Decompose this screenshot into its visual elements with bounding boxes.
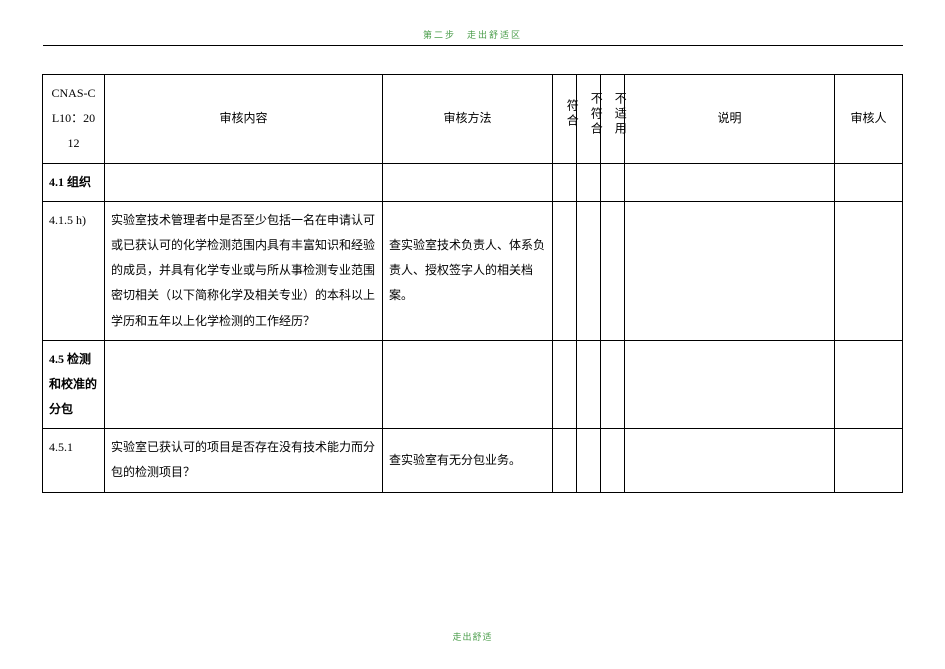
row-415h-method: 查实验室技术负责人、体系负责人、授权签字人的相关档案。 (383, 201, 553, 340)
col-method-header: 审核方法 (383, 75, 553, 164)
col-auditor-header: 审核人 (835, 75, 903, 164)
row-415h-nonconform (577, 201, 601, 340)
row-4511-method: 查实验室有无分包业务。 (383, 429, 553, 492)
row-415h-na (601, 201, 625, 340)
row-415h-desc (625, 201, 835, 340)
row-4511: 4.5.1 实验室已获认可的项目是否存在没有技术能力而分包的检测项目？ 查实验室… (43, 429, 903, 492)
row-415h-conform (553, 201, 577, 340)
empty-cell (625, 340, 835, 429)
page-footer: 走出舒适 (0, 630, 945, 643)
empty-cell (553, 340, 577, 429)
col-content-header: 审核内容 (105, 75, 383, 164)
row-4511-conform (553, 429, 577, 492)
empty-cell (577, 163, 601, 201)
row-4511-code: 4.5.1 (43, 429, 105, 492)
row-415h-auditor (835, 201, 903, 340)
section-41-code: 4.1 组织 (43, 163, 105, 201)
empty-cell (383, 340, 553, 429)
empty-cell (105, 163, 383, 201)
section-row-41: 4.1 组织 (43, 163, 903, 201)
section-45-code: 4.5 检测和校准的分包 (43, 340, 105, 429)
page-header: 第二步 走出舒适区 (0, 0, 945, 41)
empty-cell (835, 163, 903, 201)
section-row-45: 4.5 检测和校准的分包 (43, 340, 903, 429)
empty-cell (601, 340, 625, 429)
row-415h-code: 4.1.5 h) (43, 201, 105, 340)
row-4511-nonconform (577, 429, 601, 492)
col-desc-header: 说明 (625, 75, 835, 164)
empty-cell (577, 340, 601, 429)
audit-table: CNAS-CL10：2012 审核内容 审核方法 符合 不符合 不适用 说明 审… (42, 74, 903, 493)
empty-cell (553, 163, 577, 201)
empty-cell (835, 340, 903, 429)
row-4511-na (601, 429, 625, 492)
row-4511-auditor (835, 429, 903, 492)
empty-cell (625, 163, 835, 201)
row-4511-content: 实验室已获认可的项目是否存在没有技术能力而分包的检测项目？ (105, 429, 383, 492)
empty-cell (383, 163, 553, 201)
row-415h: 4.1.5 h) 实验室技术管理者中是否至少包括一名在申请认可或已获认可的化学检… (43, 201, 903, 340)
empty-cell (105, 340, 383, 429)
col-conform-header: 符合 (553, 75, 577, 164)
empty-cell (601, 163, 625, 201)
header-row: CNAS-CL10：2012 审核内容 审核方法 符合 不符合 不适用 说明 审… (43, 75, 903, 164)
row-415h-content: 实验室技术管理者中是否至少包括一名在申请认可或已获认可的化学检测范围内具有丰富知… (105, 201, 383, 340)
header-rule (43, 45, 903, 46)
col-code-header: CNAS-CL10：2012 (43, 75, 105, 164)
row-4511-desc (625, 429, 835, 492)
